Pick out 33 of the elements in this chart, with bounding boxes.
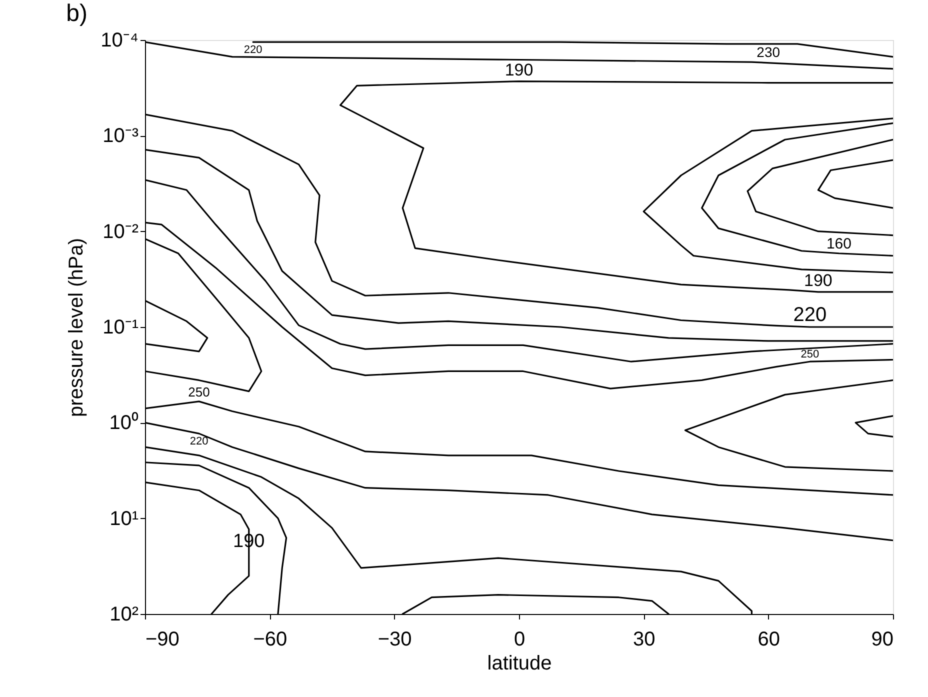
x-tick-label: 90	[871, 628, 894, 650]
line-series	[684, 379, 893, 472]
line-series	[854, 415, 893, 438]
chart-title: b)	[66, 0, 88, 27]
x-tick-label: −30	[378, 628, 412, 650]
y-tick-label: 10¹	[110, 508, 139, 530]
x-tick-label: −60	[253, 628, 288, 650]
line-series	[746, 138, 893, 236]
annotation: 230	[756, 44, 780, 60]
line-series	[701, 122, 893, 257]
y-tick-label: 10⁻¹	[102, 316, 139, 338]
annotation: 220	[793, 304, 827, 326]
annotation: 160	[826, 235, 852, 252]
y-tick-label: 10⁻⁴	[100, 30, 138, 52]
line-series	[817, 159, 893, 209]
x-tick-label: 30	[633, 628, 656, 650]
y-tick-label: 10²	[110, 604, 139, 626]
annotation: 190	[804, 270, 832, 290]
annotation: 220	[244, 44, 262, 56]
x-tick-label: 60	[758, 628, 780, 650]
x-axis-title: latitude	[487, 652, 552, 674]
annotation: 190	[504, 60, 534, 80]
y-tick-label: 10⁻³	[102, 125, 139, 148]
x-tick-label: 0	[514, 628, 526, 650]
annotation: 250	[188, 384, 210, 400]
y-tick-label: 10⁰	[109, 411, 138, 434]
y-tick-label: 10⁻²	[102, 220, 139, 243]
annotation: 250	[800, 348, 820, 361]
annotation: 220	[190, 436, 208, 448]
line-series	[340, 80, 893, 293]
y-axis-title: pressure level (hPa)	[66, 238, 88, 417]
line-series	[642, 118, 893, 274]
x-tick-label: −90	[146, 628, 180, 650]
